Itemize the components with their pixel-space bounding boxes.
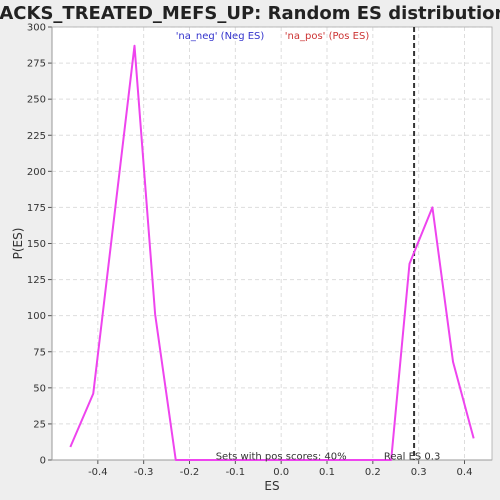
x-tick-label: -0.3 — [134, 467, 154, 478]
real-es-annotation: Real ES 0.3 — [384, 452, 440, 463]
x-tick-label: 0.4 — [457, 467, 473, 478]
y-tick-label: 25 — [33, 419, 46, 430]
series-line — [69, 44, 475, 461]
y-tick-label: 0 — [40, 456, 46, 467]
y-tick-label: 125 — [27, 275, 46, 286]
x-tick-label: 0.0 — [273, 467, 289, 478]
y-tick-label: 100 — [27, 311, 46, 322]
y-axis-label: P(ES) — [11, 228, 25, 260]
annotations: Sets with pos scores: 40% Real ES 0.3 — [216, 452, 441, 463]
axes: 0 25 50 75 100 125 150 175 200 225 250 275 300 -0.4 -0… — [27, 23, 493, 478]
y-tick-label: 75 — [33, 347, 46, 358]
legend-entry: 'na_neg' (Neg ES) — [176, 31, 265, 42]
x-tick-label: -0.2 — [180, 467, 200, 478]
y-tick-label: 200 — [27, 167, 46, 178]
x-tick-label: -0.1 — [226, 467, 246, 478]
y-tick-label: 150 — [27, 239, 46, 250]
legend-entry: 'na_pos' (Pos ES) — [285, 31, 370, 42]
legend: 'na_neg' (Neg ES) 'na_pos' (Pos ES) — [176, 31, 370, 42]
x-tick-label: 0.1 — [319, 467, 335, 478]
x-tick-label: -0.4 — [88, 467, 108, 478]
pos-scores-annotation: Sets with pos scores: 40% — [216, 452, 347, 463]
chart-title: JACKS_TREATED_MEFS_UP: Random ES distrib… — [0, 3, 500, 24]
y-tick-label: 250 — [27, 95, 46, 106]
x-tick-label: 0.3 — [411, 467, 427, 478]
y-tick-label: 300 — [27, 23, 46, 34]
x-axis-label: ES — [264, 479, 279, 493]
x-tick-label: 0.2 — [365, 467, 381, 478]
y-tick-label: 50 — [33, 383, 46, 394]
series-layer — [69, 44, 475, 461]
y-tick-label: 275 — [27, 59, 46, 70]
grid — [52, 26, 492, 461]
y-tick-label: 225 — [27, 131, 46, 142]
y-tick-label: 175 — [27, 203, 46, 214]
